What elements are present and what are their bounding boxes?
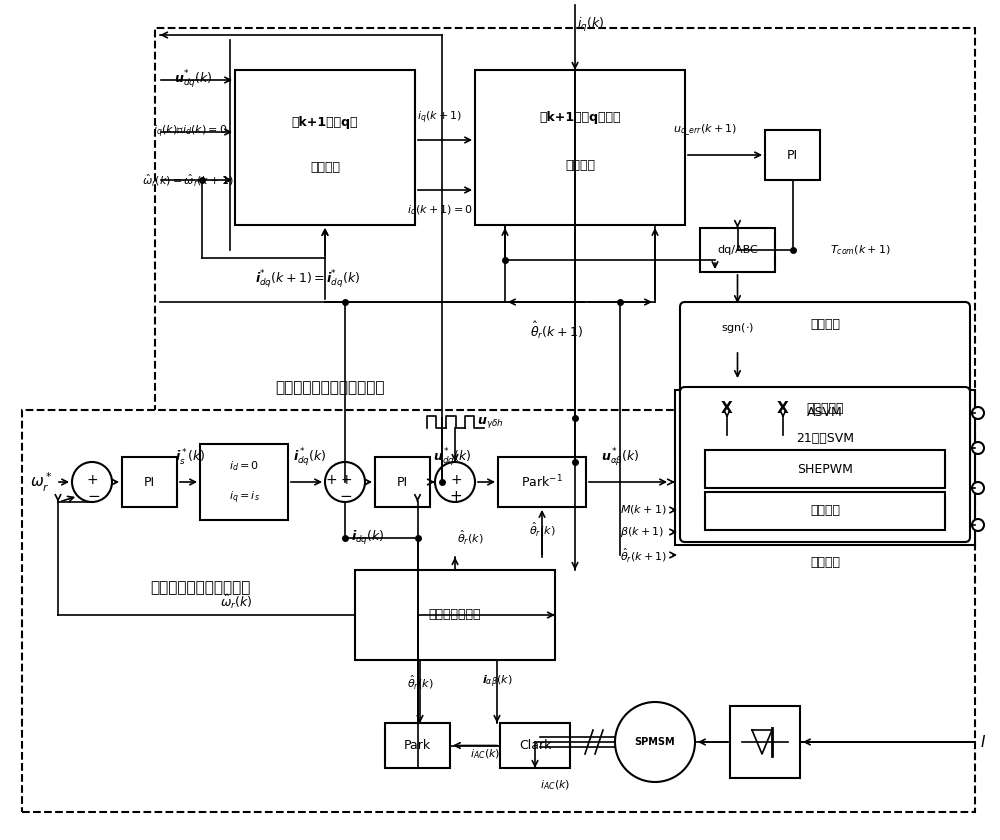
Text: $\omega_r^*$: $\omega_r^*$ (30, 470, 53, 494)
Circle shape (72, 462, 112, 502)
Text: $u_{q\_err}(k+1)$: $u_{q\_err}(k+1)$ (673, 122, 737, 138)
Text: PI: PI (144, 475, 155, 489)
Text: 混合位置观测器: 混合位置观测器 (429, 608, 481, 622)
Text: $T_{com}(k+1)$: $T_{com}(k+1)$ (830, 244, 891, 257)
Text: $\boldsymbol{i}_{dq}(k)$: $\boldsymbol{i}_{dq}(k)$ (351, 529, 385, 547)
Bar (705, 492, 945, 530)
Text: +: + (86, 473, 98, 487)
Text: $I$: $I$ (980, 734, 986, 750)
Bar (730, 706, 800, 778)
Bar (705, 306, 770, 350)
Text: 21脉冲SVM: 21脉冲SVM (796, 432, 854, 444)
Text: Park: Park (404, 739, 431, 752)
Bar (475, 70, 685, 225)
Text: Park$^{-1}$: Park$^{-1}$ (521, 474, 563, 491)
Text: $\hat{\theta}_r(k)$: $\hat{\theta}_r(k)$ (529, 520, 555, 538)
Circle shape (435, 462, 475, 502)
FancyBboxPatch shape (680, 387, 970, 542)
Text: $i_q(k)$: $i_q(k)$ (577, 16, 604, 34)
Bar (375, 457, 430, 507)
Text: $\beta(k+1)$: $\beta(k+1)$ (620, 525, 664, 539)
Text: 方波调制: 方波调制 (810, 505, 840, 517)
Text: +: + (340, 473, 352, 487)
Circle shape (972, 519, 984, 531)
Text: $i_q(k+1)$: $i_q(k+1)$ (417, 110, 463, 126)
Text: $i_d=0$: $i_d=0$ (229, 459, 259, 473)
Text: 不基于载波: 不基于载波 (806, 402, 844, 416)
Circle shape (325, 462, 365, 502)
Text: $i_{AC}(k)$: $i_{AC}(k)$ (540, 778, 570, 792)
Bar (122, 457, 177, 507)
Circle shape (972, 482, 984, 494)
Text: PI: PI (397, 475, 408, 489)
Text: 第k+1周期q轴电压: 第k+1周期q轴电压 (539, 111, 621, 124)
Text: $\boldsymbol{i}_s^*(k)$: $\boldsymbol{i}_s^*(k)$ (175, 448, 205, 468)
Text: $i_{AC}(k)$: $i_{AC}(k)$ (470, 748, 500, 761)
Text: $M(k+1)$: $M(k+1)$ (620, 503, 667, 517)
Bar (705, 450, 945, 488)
Text: 第k+1周期q轴: 第k+1周期q轴 (292, 116, 358, 129)
Text: PI: PI (787, 149, 798, 161)
Text: $\boldsymbol{u}_{dq}^*(k)$: $\boldsymbol{u}_{dq}^*(k)$ (433, 447, 471, 469)
Text: $\boldsymbol{i}_{dq}^{*}(k+1)=\boldsymbol{i}_{dq}^{*}(k)$: $\boldsymbol{i}_{dq}^{*}(k+1)=\boldsymbo… (255, 269, 360, 291)
Text: −: − (340, 489, 352, 503)
Text: $\hat{\theta}_r(k)$: $\hat{\theta}_r(k)$ (407, 673, 433, 691)
Text: 电流计算: 电流计算 (310, 161, 340, 174)
Ellipse shape (697, 381, 813, 435)
Text: ASVM: ASVM (807, 407, 843, 419)
Text: −: − (88, 489, 100, 503)
Bar (498, 457, 586, 507)
Bar (355, 570, 555, 660)
Text: $i_d(k+1)=0$: $i_d(k+1)=0$ (407, 203, 473, 217)
Text: $i_q=i_s$: $i_q=i_s$ (229, 490, 259, 507)
FancyBboxPatch shape (680, 302, 970, 462)
Text: 误差计算: 误差计算 (565, 159, 595, 172)
Bar (675, 390, 975, 545)
Text: dq/ABC: dq/ABC (717, 245, 758, 255)
Bar (385, 723, 450, 768)
Text: 系统等效延时补偿时间计算: 系统等效延时补偿时间计算 (275, 381, 385, 396)
Text: $\boldsymbol{u}_{dq}^{*}(k)$: $\boldsymbol{u}_{dq}^{*}(k)$ (174, 69, 212, 91)
Circle shape (972, 442, 984, 454)
Text: $\boldsymbol{i}_{dq}^*(k)$: $\boldsymbol{i}_{dq}^*(k)$ (293, 447, 327, 469)
Text: SHEPWM: SHEPWM (797, 463, 853, 475)
Bar (700, 228, 775, 272)
Text: $\hat{\omega}_r(k)=\hat{\omega}_r(k+1)$: $\hat{\omega}_r(k)=\hat{\omega}_r(k+1)$ (142, 172, 234, 188)
Bar (235, 70, 415, 225)
Bar (22, 410, 975, 812)
Text: X: X (721, 401, 733, 416)
Text: $\boldsymbol{i}_{\alpha\beta}(k)$: $\boldsymbol{i}_{\alpha\beta}(k)$ (482, 674, 512, 690)
Bar (500, 723, 570, 768)
Bar (705, 419, 945, 457)
Text: $\hat{\theta}_r(k+1)$: $\hat{\theta}_r(k+1)$ (620, 546, 667, 564)
Text: sgn($\cdot$): sgn($\cdot$) (721, 321, 754, 335)
Text: X: X (777, 401, 789, 416)
Text: +: + (450, 489, 462, 503)
Text: $\hat{\omega}_r(k)$: $\hat{\omega}_r(k)$ (220, 593, 252, 611)
Circle shape (615, 702, 695, 782)
Text: $\hat{\theta}_r(k)$: $\hat{\theta}_r(k)$ (457, 528, 484, 546)
Text: $\boldsymbol{u}_{\gamma\delta h}$: $\boldsymbol{u}_{\gamma\delta h}$ (477, 414, 504, 429)
Bar (765, 130, 820, 180)
Text: $i_q(k)$、$i_d(k)=0$: $i_q(k)$、$i_d(k)=0$ (153, 123, 227, 140)
Bar (155, 28, 975, 418)
Text: +: + (325, 473, 337, 487)
Bar (200, 444, 288, 520)
Text: 混合位置观测器闭环结构: 混合位置观测器闭环结构 (150, 580, 250, 596)
Text: 脉冲生成: 脉冲生成 (810, 557, 840, 570)
Circle shape (972, 407, 984, 419)
Text: $\hat{\theta}_r(k+1)$: $\hat{\theta}_r(k+1)$ (530, 319, 583, 340)
Text: 基于载波: 基于载波 (810, 318, 840, 330)
Bar (705, 394, 945, 432)
Text: +: + (450, 473, 462, 487)
Text: $\boldsymbol{u}_{\alpha\beta}^*(k)$: $\boldsymbol{u}_{\alpha\beta}^*(k)$ (601, 447, 639, 469)
Text: SPMSM: SPMSM (635, 737, 675, 747)
Text: Clark: Clark (519, 739, 551, 752)
